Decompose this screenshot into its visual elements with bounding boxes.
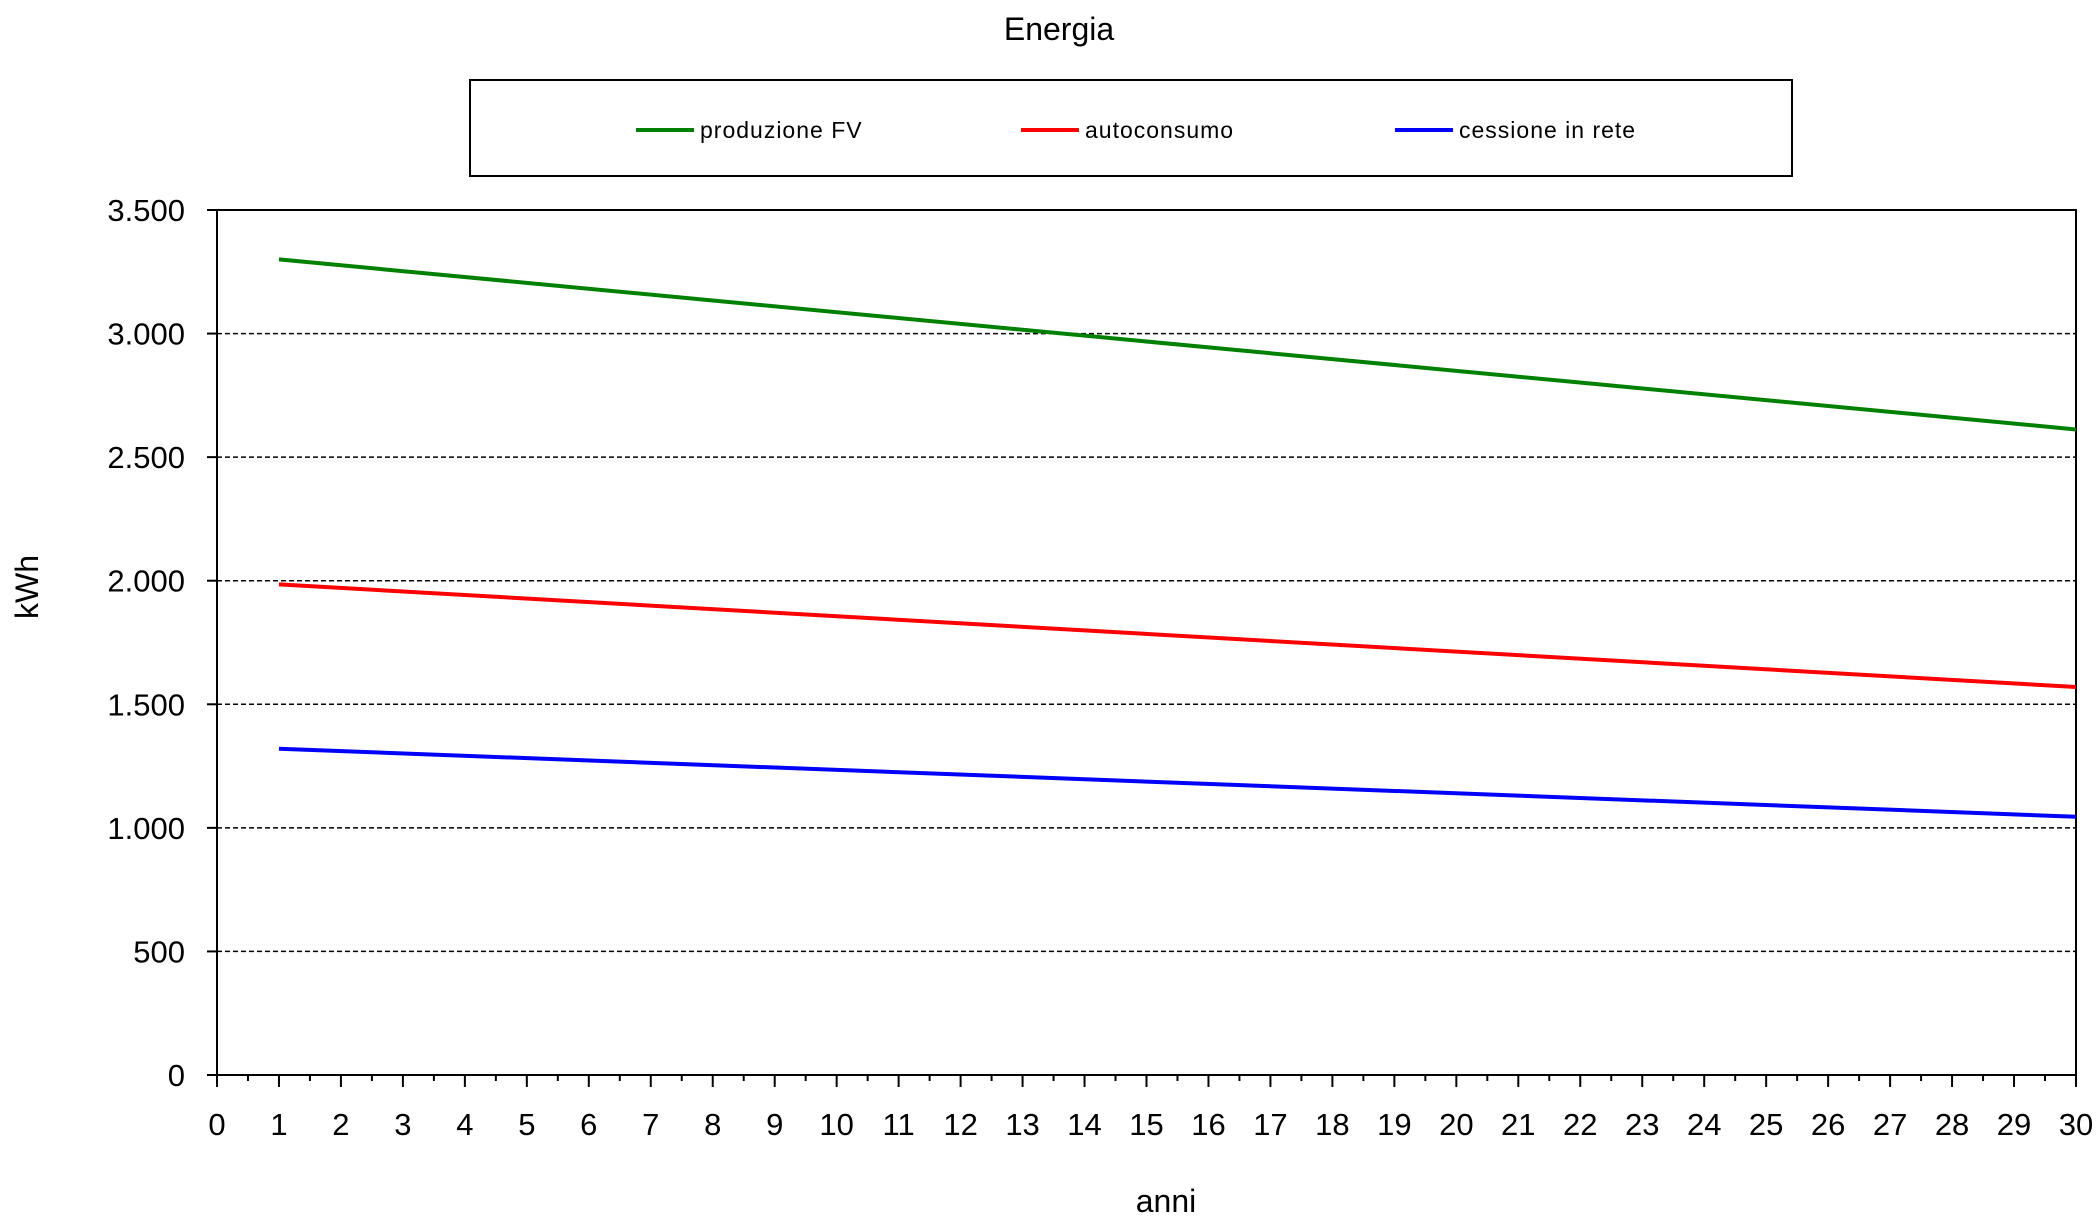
series-line-2 bbox=[278, 582, 2077, 689]
y-tick-label: 2.500 bbox=[107, 440, 185, 475]
y-tick-label: 2.000 bbox=[107, 564, 185, 599]
x-tick-label: 2 bbox=[332, 1107, 349, 1142]
series-line-3 bbox=[278, 746, 2077, 819]
x-tick-label: 21 bbox=[1501, 1107, 1535, 1142]
x-tick-label: 28 bbox=[1935, 1107, 1969, 1142]
y-tick-label: 500 bbox=[133, 934, 185, 969]
x-tick-label: 7 bbox=[642, 1107, 659, 1142]
x-tick-label: 26 bbox=[1811, 1107, 1845, 1142]
legend: produzione FV autoconsumo cessione in rete bbox=[469, 79, 1793, 177]
x-tick-label: 27 bbox=[1873, 1107, 1907, 1142]
x-tick-label: 16 bbox=[1191, 1107, 1225, 1142]
gridlines bbox=[217, 332, 2076, 953]
x-tick-label: 23 bbox=[1625, 1107, 1659, 1142]
x-tick-label: 18 bbox=[1315, 1107, 1349, 1142]
x-tick-label: 4 bbox=[456, 1107, 473, 1142]
y-axis: 0 500 1.000 1.500 2.000 2.500 3.000 3.500 bbox=[107, 193, 217, 1093]
y-axis-label: kWh bbox=[9, 555, 45, 619]
x-tick-label: 25 bbox=[1749, 1107, 1783, 1142]
y-tick-label: 3.000 bbox=[107, 317, 185, 352]
x-tick-label: 30 bbox=[2059, 1107, 2093, 1142]
y-tick-label: 1.000 bbox=[107, 811, 185, 846]
x-tick-label: 14 bbox=[1067, 1107, 1101, 1142]
series-lines bbox=[278, 257, 2077, 819]
legend-label: cessione in rete bbox=[1459, 117, 1636, 143]
x-tick-label: 11 bbox=[883, 1107, 915, 1142]
legend-label: produzione FV bbox=[700, 117, 863, 143]
x-tick-label: 1 bbox=[270, 1107, 287, 1142]
series-line-1 bbox=[278, 257, 2077, 432]
x-tick-label: 19 bbox=[1377, 1107, 1411, 1142]
x-tick-label: 12 bbox=[943, 1107, 977, 1142]
x-tick-label: 17 bbox=[1253, 1107, 1287, 1142]
x-tick-label: 5 bbox=[518, 1107, 535, 1142]
x-tick-label: 13 bbox=[1005, 1107, 1039, 1142]
x-axis: 0 1 2 3 4 5 6 7 8 9 10 11 12 13 14 15 16 17 18 19 20 21 22 23 24… bbox=[208, 1075, 2093, 1142]
x-tick-label: 24 bbox=[1687, 1107, 1721, 1142]
x-tick-label: 29 bbox=[1997, 1107, 2031, 1142]
x-tick-label: 10 bbox=[819, 1107, 853, 1142]
x-tick-label: 0 bbox=[208, 1107, 225, 1142]
x-tick-label: 20 bbox=[1439, 1107, 1473, 1142]
chart-title: Energia bbox=[1004, 11, 1115, 47]
x-axis-label: anni bbox=[1136, 1183, 1197, 1219]
x-tick-label: 8 bbox=[704, 1107, 721, 1142]
x-tick-label: 3 bbox=[394, 1107, 411, 1142]
x-tick-label: 6 bbox=[580, 1107, 597, 1142]
x-tick-label: 9 bbox=[766, 1107, 783, 1142]
y-tick-label: 3.500 bbox=[107, 193, 185, 228]
y-tick-label: 0 bbox=[168, 1058, 185, 1093]
legend-label: autoconsumo bbox=[1085, 117, 1234, 143]
x-tick-label: 15 bbox=[1129, 1107, 1163, 1142]
y-tick-label: 1.500 bbox=[107, 687, 185, 722]
x-tick-label: 22 bbox=[1563, 1107, 1597, 1142]
